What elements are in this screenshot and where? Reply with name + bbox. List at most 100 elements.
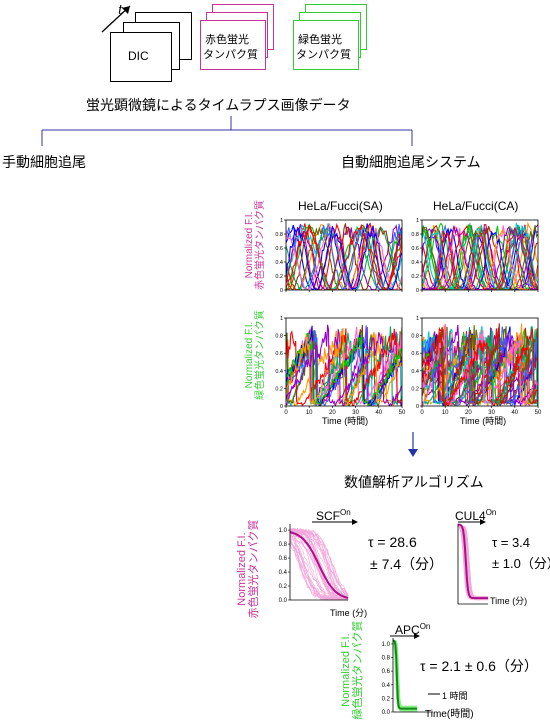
sa-green-xtick-label: 50 xyxy=(399,410,406,416)
scf-label: SCFOn xyxy=(316,508,351,523)
sa-green-xtick-label: 40 xyxy=(375,410,382,416)
sa-red-traces xyxy=(286,222,402,290)
scf-arrow-icon xyxy=(352,519,358,525)
apc-ytick-label: 1.0 xyxy=(382,642,391,648)
sa-red-trace xyxy=(286,225,402,290)
apc-fit-curve xyxy=(392,639,417,710)
apc-tau: τ = 2.1 ± 0.6（分） xyxy=(420,658,538,674)
cul4-label: CUL4On xyxy=(455,508,497,523)
sa-red-ytick-label: 1 xyxy=(280,218,283,224)
sa-red-ytick-label: 0.4 xyxy=(275,260,283,266)
ca-green-frame xyxy=(421,317,539,407)
sa-red-frame xyxy=(285,219,403,291)
sa-red-trace xyxy=(286,223,402,290)
ca-green-xtick-label: 10 xyxy=(442,410,449,416)
ca-green-ytick-label: 0.8 xyxy=(411,334,419,340)
fucci-xlabel: Time (時間) xyxy=(322,416,369,426)
apc-ytick-label: 0.6 xyxy=(382,669,391,675)
sa-green-ytick-label: 0.4 xyxy=(275,369,283,375)
apc-ytick-label: 0.4 xyxy=(382,683,391,689)
apc-ytick-label: 0.0 xyxy=(382,710,391,716)
sa-red-trace xyxy=(286,223,402,290)
dic-label: DIC xyxy=(128,49,149,63)
auto-tracking-label: 自動細胞追尾システム xyxy=(341,155,481,171)
scf-ytick-label: 0.2 xyxy=(279,584,288,590)
branch-connector xyxy=(41,116,413,146)
ca-green-traces xyxy=(422,323,538,406)
ca-green-xtick-label: 50 xyxy=(535,410,542,416)
sa-green-xtick-label: 10 xyxy=(306,410,313,416)
sa-green-traces xyxy=(286,324,402,406)
sa-red-ytick-label: 0 xyxy=(280,288,283,294)
dic-frame-front: DIC xyxy=(110,32,172,82)
ca-green-trace xyxy=(422,326,538,406)
ca-red-ytick-label: 0.4 xyxy=(411,260,419,266)
ca-red-trace xyxy=(422,225,538,290)
ca-green-xtick-label: 20 xyxy=(465,410,472,416)
ca-green-xtick-label: 30 xyxy=(488,410,495,416)
sa-red-ytick-label: 0.8 xyxy=(275,232,283,238)
analysis-title: 数値解析アルゴリズム xyxy=(344,475,484,491)
time-arrow-icon xyxy=(101,5,131,33)
ca-green-xtick-label: 40 xyxy=(511,410,518,416)
manual-tracking-label: 手動細胞追尾 xyxy=(2,155,86,171)
plot-title-ca: HeLa/Fucci(CA) xyxy=(433,199,519,213)
fucci-xlabel-ca: Time (時間) xyxy=(460,416,507,426)
sa-green-xtick-label: 20 xyxy=(329,410,336,416)
scf-tau-1: τ = 28.6 xyxy=(368,534,417,550)
cul4-tau-1: τ = 3.4 xyxy=(492,535,531,550)
scf-trace xyxy=(289,540,349,601)
cul4-fit-curve xyxy=(458,523,488,600)
red-frame-front: 赤色蛍光 タンパク質 xyxy=(200,20,266,70)
ca-red-frame xyxy=(421,219,539,291)
sa-green-ytick-label: 0.8 xyxy=(275,334,283,340)
ca-red-trace xyxy=(422,224,538,290)
ca-green-xtick-label: 0 xyxy=(420,410,424,416)
ca-red-trace xyxy=(422,225,538,290)
apc-ytick-label: 0.2 xyxy=(382,696,391,702)
cul4-arrow-icon xyxy=(480,519,486,525)
scf-xlabel: Time (分) xyxy=(330,608,368,618)
ca-red-ytick-label: 1 xyxy=(416,218,419,224)
sa-green-xtick-label: 0 xyxy=(284,410,288,416)
ca-red-ytick-label: 0.2 xyxy=(411,274,419,280)
ca-green-trace xyxy=(422,326,538,406)
sa-red-trace xyxy=(286,223,402,290)
sa-green-frame xyxy=(285,317,403,407)
ca-green-ytick-label: 0.2 xyxy=(411,386,419,392)
sa-red-ytick-label: 0.6 xyxy=(275,246,283,252)
apc-xlabel: Time(時間) xyxy=(425,709,474,720)
ca-green-trace xyxy=(422,329,538,406)
apc-label: APCOn xyxy=(395,622,431,637)
sa-red-trace xyxy=(286,222,402,290)
cul4-trace xyxy=(458,526,489,601)
fucci-plots: 00.20.40.60.8100.20.40.60.8100.20.40.60.… xyxy=(275,218,542,416)
sa-red-ytick-label: 0.2 xyxy=(275,274,283,280)
apc-arrow-icon xyxy=(414,633,420,639)
ca-red-traces xyxy=(422,221,538,290)
ca-green-ytick-label: 0 xyxy=(416,404,419,410)
ca-red-trace xyxy=(422,227,538,290)
scf-trace xyxy=(289,527,349,597)
red-protein-label-2: タンパク質 xyxy=(203,49,258,61)
green-protein-label-2: タンパク質 xyxy=(296,49,351,61)
green-protein-label-1: 緑色蛍光 xyxy=(298,34,342,46)
ca-green-trace xyxy=(422,323,538,406)
ca-green-ytick-label: 0.4 xyxy=(411,369,419,375)
ca-green-ytick-label: 1 xyxy=(416,316,419,322)
apc-scale-label: 1 時間 xyxy=(442,691,468,701)
sa-green-trace xyxy=(286,324,402,406)
cul4-xlabel: Time (分) xyxy=(490,596,528,606)
scf-ytick-label: 0.0 xyxy=(279,598,288,604)
ca-green-trace xyxy=(422,331,538,406)
scf-ytick-label: 1.0 xyxy=(279,528,288,534)
scf-ytick-label: 0.4 xyxy=(279,570,288,576)
scf-tau-2: ± 7.4（分） xyxy=(370,556,444,572)
scf-fit-curve xyxy=(289,531,349,599)
down-arrow-icon xyxy=(408,432,418,457)
scf-trace xyxy=(289,531,349,601)
sa-green-ytick-label: 0.6 xyxy=(275,351,283,357)
ca-red-trace xyxy=(422,225,538,290)
scf-ytick-label: 0.8 xyxy=(279,542,288,548)
